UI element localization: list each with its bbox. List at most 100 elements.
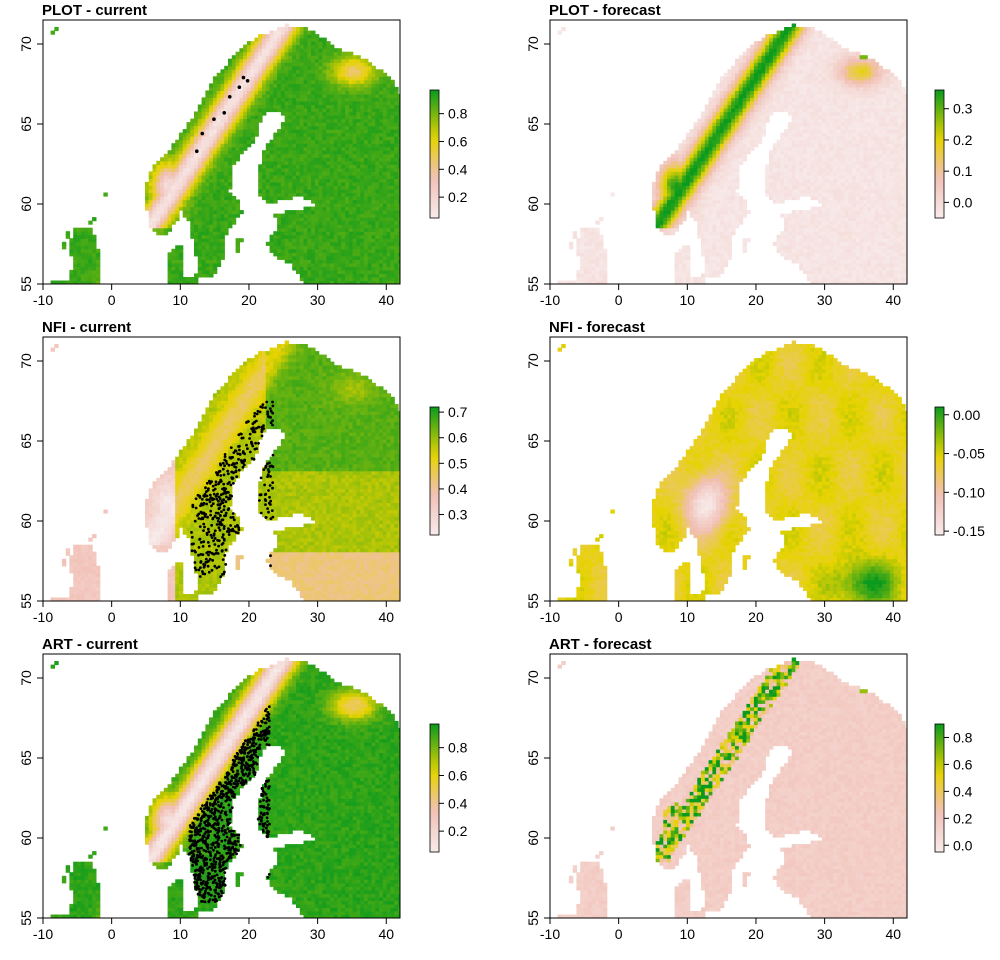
y-axis: 55 60 65 70 [525,36,550,292]
occurrence-point [199,827,203,831]
occurrence-point [205,502,209,506]
y-tick-label: 65 [18,433,34,449]
occurrence-point [271,404,275,408]
occurrence-point [220,809,224,813]
occurrence-point [214,483,218,487]
occurrence-point [202,501,206,505]
occurrence-point [217,507,221,511]
occurrence-point [257,734,261,738]
occurrence-point [219,480,223,483]
occurrence-point [214,511,218,515]
occurrence-point [198,833,202,837]
occurrence-point [221,573,224,576]
occurrence-point [206,881,209,885]
occurrence-point [231,527,235,531]
occurrence-point [217,495,221,499]
occurrence-point [228,830,231,833]
occurrence-points [190,400,275,579]
x-tick-label: 20 [748,292,764,308]
occurrence-point [223,514,226,518]
occurrence-point [221,789,224,793]
occurrence-point [248,437,252,440]
occurrence-point [246,755,250,758]
occurrence-point [236,524,240,528]
y-tick-label: 70 [18,36,34,52]
occurrence-point [218,884,222,888]
occurrence-point [262,805,266,808]
raster-layer [557,657,907,918]
map-panel-1: PLOT - current -10 0 10 20 30 40 55 60 65 70 0.2 0.4… [18,2,468,308]
occurrence-point [226,778,230,781]
occurrence-point [222,111,227,115]
x-tick-label: 10 [173,292,189,308]
occurrence-point [206,847,210,850]
occurrence-point [200,856,204,860]
occurrence-point [269,517,273,521]
map-panel-6: ART - forecast -10 0 10 20 30 40 55 60 65 70 0.0 0.2… [525,636,973,942]
colorbar-tick-label: 0.6 [448,430,468,446]
occurrence-point [203,515,207,518]
occurrence-point [225,795,228,799]
occurrence-point [227,788,230,791]
occurrence-point [227,533,231,536]
occurrence-point [193,561,197,564]
occurrence-point [261,824,265,828]
occurrence-point [214,835,218,839]
occurrence-point [207,831,210,834]
occurrence-point [199,553,203,556]
occurrence-point [227,527,230,530]
occurrence-point [198,893,202,897]
occurrence-point [216,884,219,887]
occurrence-point [222,498,226,502]
y-tick-label: 70 [525,353,541,369]
occurrence-point [208,557,212,561]
y-tick-label: 65 [18,750,34,766]
occurrence-point [258,493,262,497]
occurrence-point [217,517,221,520]
occurrence-point [213,793,217,797]
occurrence-point [214,853,218,856]
occurrence-point [266,412,270,416]
occurrence-point [233,834,236,838]
occurrence-point [238,444,241,448]
occurrence-point [192,854,196,858]
occurrence-point [259,812,263,815]
occurrence-point [218,879,222,883]
x-tick-label: 30 [817,292,833,308]
x-tick-label: 20 [241,926,257,942]
occurrence-point [267,743,271,747]
y-axis: 55 60 65 70 [18,36,43,292]
occurrence-point [255,732,259,735]
occurrence-point [217,795,220,799]
occurrence-point [268,822,271,826]
occurrence-point [213,537,217,540]
occurrence-point [201,871,205,875]
occurrence-point [250,442,254,445]
occurrence-point [206,515,210,519]
occurrence-point [224,563,228,566]
occurrence-point [193,877,197,880]
occurrence-point [216,800,220,804]
occurrence-point [226,827,230,831]
occurrence-point [240,765,244,768]
occurrence-point [196,493,200,497]
occurrence-point [190,549,194,553]
occurrence-point [214,817,217,821]
occurrence-point [212,826,216,830]
occurrence-point [217,816,221,820]
occurrence-point [201,804,204,807]
occurrence-point [222,525,226,528]
occurrence-point [188,830,192,833]
x-tick-label: 0 [108,926,116,942]
occurrence-point [217,499,220,503]
occurrence-point [262,830,265,833]
occurrence-point [214,798,217,802]
occurrence-point [247,773,251,776]
occurrence-point [229,853,232,856]
colorbar-tick-label: 0.6 [448,133,468,149]
occurrence-point [228,798,232,802]
occurrence-point [253,447,257,451]
occurrence-point [234,779,238,783]
occurrence-point [238,448,241,452]
y-tick-label: 65 [18,116,34,132]
